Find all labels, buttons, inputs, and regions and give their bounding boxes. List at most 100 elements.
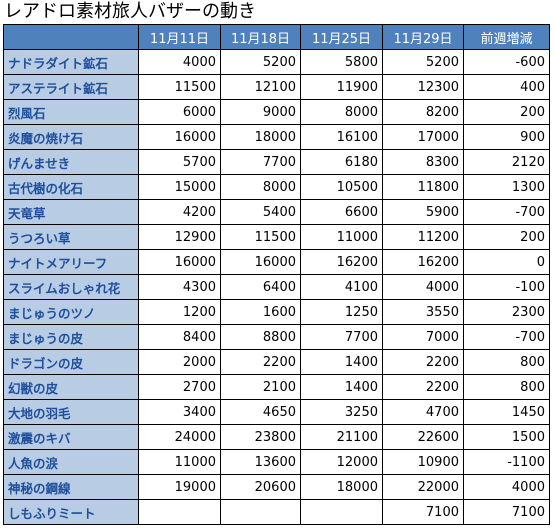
- price-cell: 16200: [382, 249, 464, 275]
- price-cell: 11000: [138, 449, 221, 475]
- table-row: ナドラダイト鉱石 4000 5200 5800 5200 -600: [3, 49, 550, 75]
- price-cell: 18000: [300, 474, 383, 500]
- table-row: げんませき 5700 7700 6180 8300 2120: [3, 149, 550, 175]
- price-cell: 3250: [300, 399, 383, 425]
- header-cell: 11月18日: [220, 24, 301, 50]
- item-name: スライムおしゃれ花: [3, 274, 139, 300]
- header-cell: [3, 24, 139, 50]
- price-cell: 2300: [463, 299, 550, 325]
- price-cell: 2200: [220, 349, 301, 375]
- price-cell: 4650: [220, 399, 301, 425]
- price-cell: 6400: [220, 274, 301, 300]
- price-cell: 1600: [220, 299, 301, 325]
- price-cell: 400: [463, 74, 550, 100]
- price-cell: 200: [463, 99, 550, 125]
- price-cell: 800: [463, 374, 550, 400]
- price-cell: 19000: [138, 474, 221, 500]
- price-cell: 800: [463, 349, 550, 375]
- price-cell: 24000: [138, 424, 221, 450]
- price-cell: 1200: [138, 299, 221, 325]
- table-row: 神秘の鋼線 19000 20600 18000 22000 4000: [3, 474, 550, 500]
- price-cell: 7700: [300, 324, 383, 350]
- price-cell: 15000: [138, 174, 221, 200]
- item-name: うつろい草: [3, 224, 139, 250]
- price-cell: 11800: [382, 174, 464, 200]
- price-cell: 9000: [220, 99, 301, 125]
- price-cell: 1250: [300, 299, 383, 325]
- price-cell: 6180: [300, 149, 383, 175]
- price-cell: 20600: [220, 474, 301, 500]
- header-cell: 前週増減: [463, 24, 550, 50]
- price-cell: 3400: [138, 399, 221, 425]
- title: レアドロ素材旅人バザーの動き: [4, 1, 256, 22]
- price-cell: 0: [463, 249, 550, 275]
- item-name: げんませき: [3, 149, 139, 175]
- price-cell: 8000: [300, 99, 383, 125]
- item-name: ナドラダイト鉱石: [3, 49, 139, 75]
- price-cell: 4200: [138, 199, 221, 225]
- price-cell: 18000: [220, 124, 301, 150]
- price-cell: 6000: [138, 99, 221, 125]
- price-cell: 23800: [220, 424, 301, 450]
- price-cell: [300, 499, 383, 525]
- price-cell: 11900: [300, 74, 383, 100]
- table-row: 炎魔の焼け石 16000 18000 16100 17000 900: [3, 124, 550, 150]
- price-cell: 16100: [300, 124, 383, 150]
- price-cell: 2700: [138, 374, 221, 400]
- price-cell: 11000: [300, 224, 383, 250]
- price-cell: 8300: [382, 149, 464, 175]
- price-cell: 8400: [138, 324, 221, 350]
- price-cell: 7100: [382, 499, 464, 525]
- price-cell: -700: [463, 199, 550, 225]
- price-cell: 12900: [138, 224, 221, 250]
- price-cell: 5200: [220, 49, 301, 75]
- price-cell: 5700: [138, 149, 221, 175]
- item-name: ナイトメアリーフ: [3, 249, 139, 275]
- table-row: まじゅうの皮 8400 8800 7700 7000 -700: [3, 324, 550, 350]
- price-cell: -700: [463, 324, 550, 350]
- price-cell: 8200: [382, 99, 464, 125]
- price-cell: 7700: [220, 149, 301, 175]
- price-cell: 12300: [382, 74, 464, 100]
- table-row: 烈風石 6000 9000 8000 8200 200: [3, 99, 550, 125]
- table-row: まじゅうのツノ 1200 1600 1250 3550 2300: [3, 299, 550, 325]
- price-cell: 4000: [463, 474, 550, 500]
- item-name: アステライト鉱石: [3, 74, 139, 100]
- price-cell: 2120: [463, 149, 550, 175]
- price-cell: 2200: [382, 349, 464, 375]
- header-cell: 11月29日: [382, 24, 464, 50]
- item-name: 幻獣の皮: [3, 374, 139, 400]
- table-row: うつろい草 12900 11500 11000 11200 200: [3, 224, 550, 250]
- price-cell: 7100: [463, 499, 550, 525]
- header-row: 11月11日 11月18日 11月25日 11月29日 前週増減: [3, 24, 550, 50]
- item-name: まじゅうの皮: [3, 324, 139, 350]
- table-row: しもふりミート 7100 7100: [3, 499, 550, 525]
- price-cell: 16000: [138, 249, 221, 275]
- price-cell: 4100: [300, 274, 383, 300]
- price-cell: 7000: [382, 324, 464, 350]
- price-table: 11月11日 11月18日 11月25日 11月29日 前週増減 ナドラダイト鉱石 400…: [3, 24, 550, 525]
- price-cell: 5200: [382, 49, 464, 75]
- header-cell: 11月25日: [300, 24, 383, 50]
- price-cell: 4300: [138, 274, 221, 300]
- price-cell: 13600: [220, 449, 301, 475]
- price-cell: 6600: [300, 199, 383, 225]
- item-name: 激震のキバ: [3, 424, 139, 450]
- item-name: 天竜草: [3, 199, 139, 225]
- item-name: 大地の羽毛: [3, 399, 139, 425]
- price-cell: [138, 499, 221, 525]
- price-cell: 1500: [463, 424, 550, 450]
- price-cell: 5400: [220, 199, 301, 225]
- price-cell: 1400: [300, 374, 383, 400]
- price-cell: 4000: [138, 49, 221, 75]
- price-cell: [220, 499, 301, 525]
- price-cell: 1400: [300, 349, 383, 375]
- price-cell: 16000: [138, 124, 221, 150]
- item-name: 人魚の涙: [3, 449, 139, 475]
- price-cell: -100: [463, 274, 550, 300]
- table-row: 古代樹の化石 15000 8000 10500 11800 1300: [3, 174, 550, 200]
- price-cell: 2000: [138, 349, 221, 375]
- price-cell: -1100: [463, 449, 550, 475]
- price-cell: 11500: [220, 224, 301, 250]
